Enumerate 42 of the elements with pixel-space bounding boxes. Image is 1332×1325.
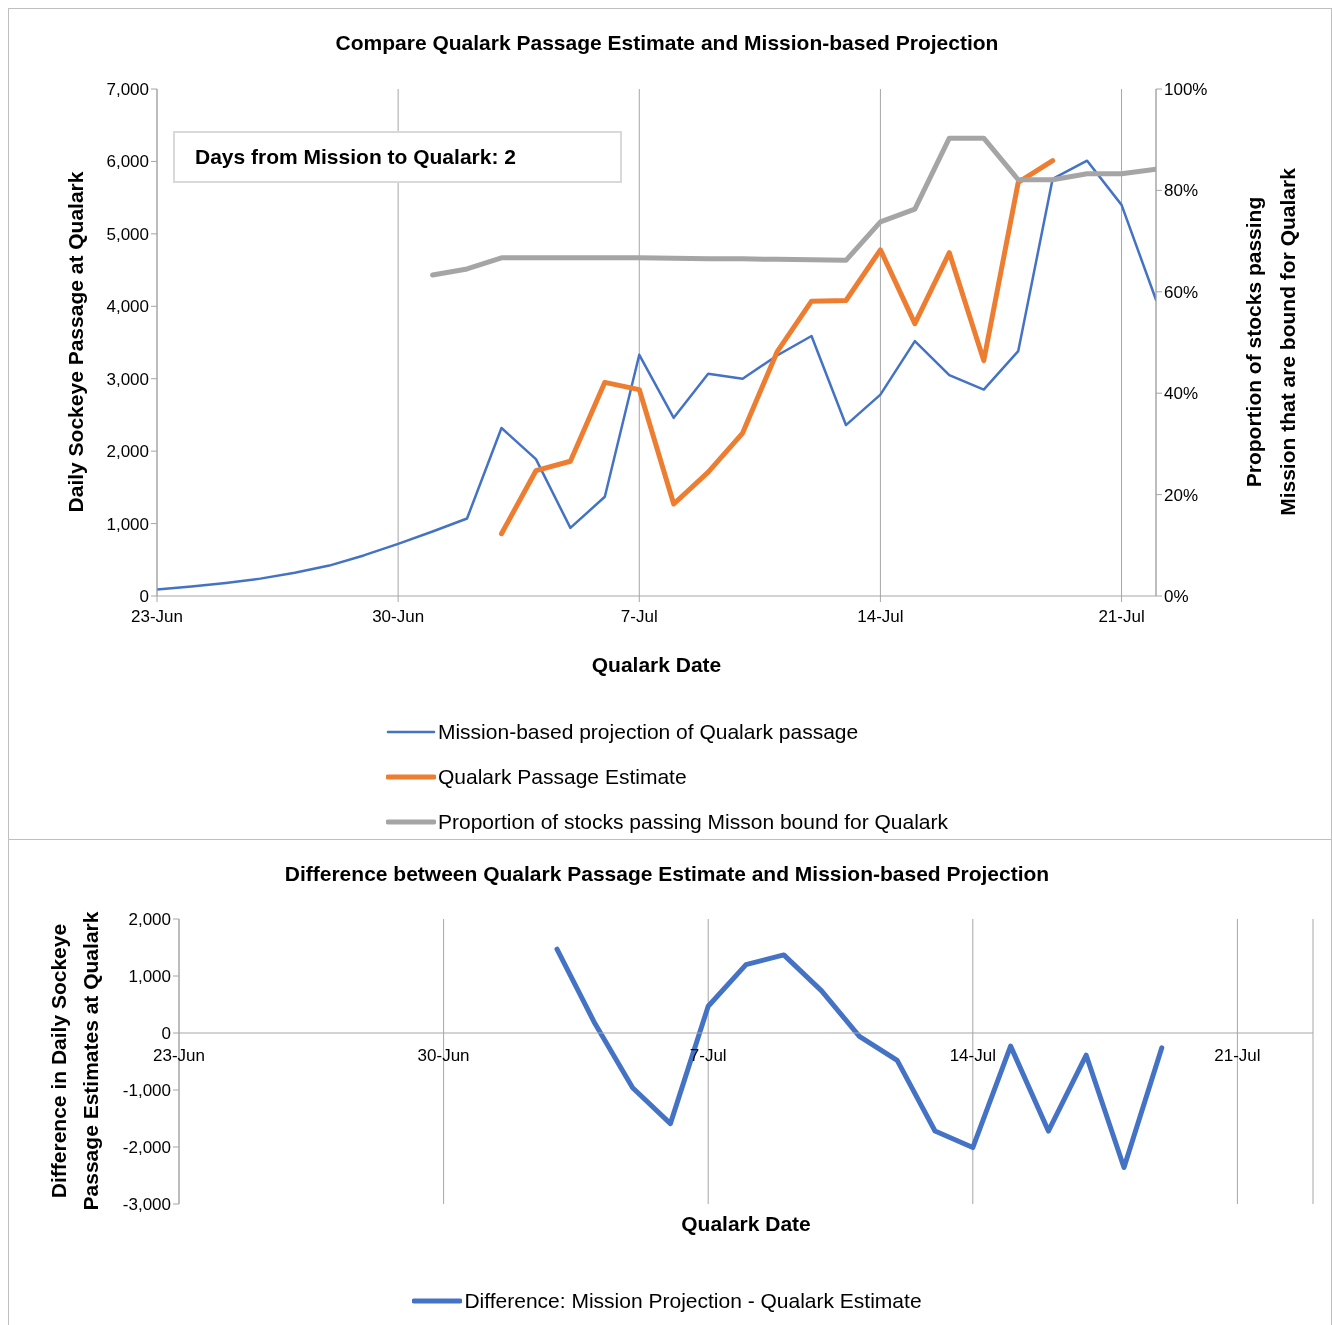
y-tick-label: 0 (139, 587, 149, 607)
y-axis-title: Daily Sockeye Passage at Qualark (64, 171, 87, 513)
x-tick-label: 23-Jun (153, 1046, 205, 1065)
y-tick-label: -1,000 (122, 1081, 171, 1101)
y2-tick-label: 20% (1164, 485, 1199, 505)
x-tick-label: 14-Jul (857, 607, 904, 627)
y2-tick-label: 100% (1164, 80, 1208, 100)
x-tick-label: 7-Jul (620, 607, 658, 627)
y-axis-title: Difference in Daily Sockeye Passage Estimates at Qualark (47, 911, 102, 1211)
x-tick-label: 21-Jul (1214, 1046, 1261, 1065)
y-tick-label: 1,000 (128, 967, 171, 987)
x-axis-title: Qualark Date (681, 1212, 811, 1235)
y-tick-label: 0 (161, 1024, 171, 1044)
x-tick-label: 21-Jul (1098, 607, 1145, 627)
legend-label: Mission-based projection of Qualark passage (437, 719, 859, 744)
x-tick-label: 30-Jun (417, 1046, 470, 1065)
y-tick-label: 2,000 (106, 442, 149, 462)
y2-tick-label: 80% (1164, 181, 1199, 201)
chart-title: Compare Qualark Passage Estimate and Mission-based Projection (335, 31, 999, 54)
y-tick-label: 5,000 (106, 224, 149, 244)
y-tick-label: -3,000 (122, 1195, 171, 1215)
y-tick-label: 6,000 (106, 152, 149, 172)
y-tick-label: 4,000 (106, 297, 149, 317)
x-axis-title: Qualark Date (591, 653, 722, 676)
x-tick-label: 30-Jun (372, 607, 425, 627)
legend-label: Proportion of stocks passing Misson bound for Qualark (437, 809, 949, 834)
y2-tick-label: 0% (1164, 587, 1189, 607)
y-tick-label: 3,000 (106, 369, 149, 389)
chart-title: Difference between Qualark Passage Estimate and Mission-based Projection (284, 862, 1050, 885)
x-tick-label: 14-Jul (949, 1046, 996, 1065)
legend-label: Qualark Passage Estimate (437, 764, 687, 789)
y-tick-label: 1,000 (106, 514, 149, 534)
y2-tick-label: 60% (1164, 282, 1199, 302)
y2-tick-label: 40% (1164, 384, 1199, 404)
x-tick-label: 23-Jun (131, 607, 183, 627)
y2-axis-title: Proportion of stocks passing Mission that are bound for Qualark (1242, 168, 1299, 516)
y-tick-label: -2,000 (122, 1138, 171, 1158)
y-tick-label: 2,000 (128, 910, 171, 930)
annotation: Days from Mission to Qualark: 2 (195, 145, 516, 168)
legend-label: Difference: Mission Projection - Qualark Estimate (464, 1288, 922, 1313)
y-tick-label: 7,000 (106, 80, 149, 100)
note-box: Days from Mission to Qualark: 2 (173, 131, 622, 183)
